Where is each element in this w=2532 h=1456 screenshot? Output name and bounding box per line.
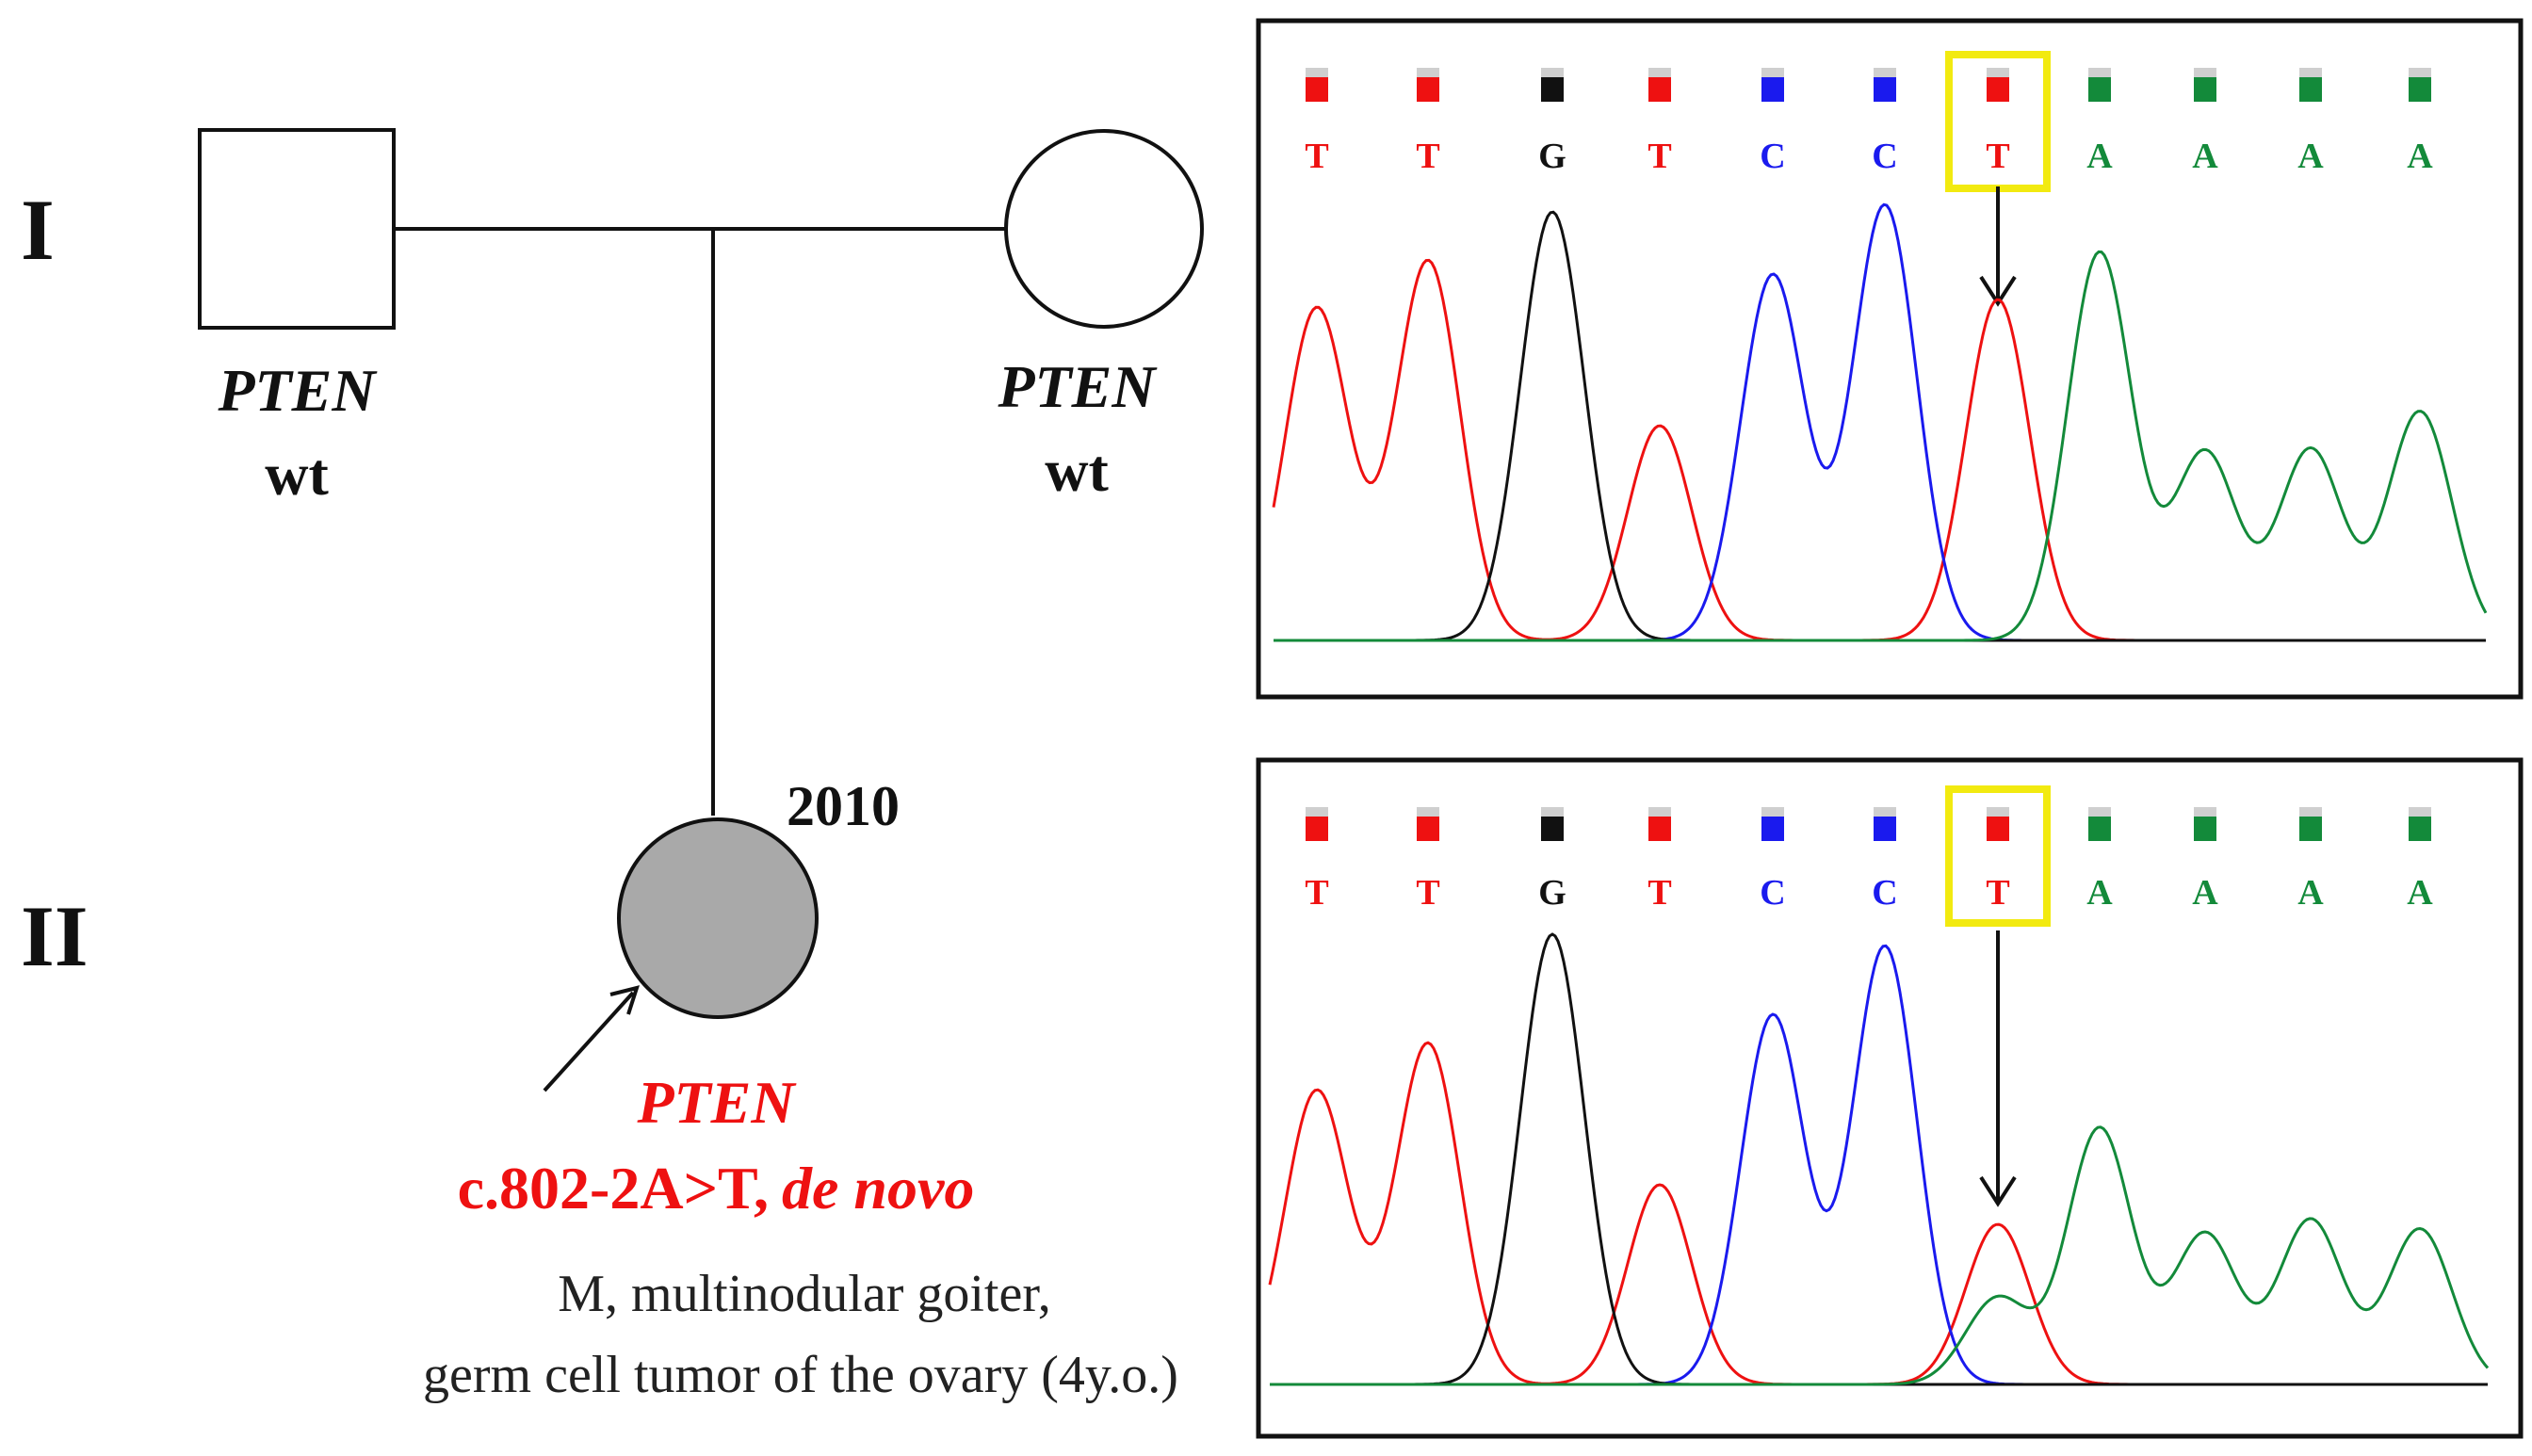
proband-arrow-line — [543, 991, 635, 1092]
quality-bar — [2088, 807, 2111, 817]
base-letter: C — [1872, 873, 1897, 913]
generation-label-II: II — [21, 888, 89, 984]
quality-bar — [1987, 807, 2009, 817]
quality-bar — [1987, 68, 2009, 77]
proband-inheritance: de novo — [782, 1155, 974, 1221]
proband-mutation-line: c.802-2A>T, de novo — [458, 1155, 975, 1221]
base-letter: G — [1538, 137, 1566, 176]
base-letter: A — [2407, 137, 2433, 176]
base-letter: T — [1416, 873, 1439, 913]
proband-gene: PTEN — [636, 1069, 797, 1136]
base-letter: C — [1872, 137, 1897, 176]
base-marker — [1306, 817, 1328, 841]
base-letter: T — [1647, 137, 1671, 176]
quality-bar — [2409, 68, 2431, 77]
quality-bar — [1417, 68, 1439, 77]
father-gene: PTEN — [217, 357, 378, 424]
chromatogram-frame — [1256, 757, 2524, 1439]
quality-bar — [2194, 68, 2216, 77]
base-marker — [2088, 817, 2111, 841]
generation-label-I: I — [21, 182, 55, 278]
base-letter: A — [2192, 137, 2218, 176]
proband-mutation: c.802-2A>T, — [458, 1155, 769, 1221]
trace-A — [1270, 1125, 2490, 1386]
mother-genotype: wt — [1045, 437, 1109, 504]
trace-lines — [1268, 932, 2490, 1386]
quality-bar — [1541, 68, 1564, 77]
quality-bar — [2299, 807, 2322, 817]
base-marker — [1541, 817, 1564, 841]
quality-bar — [1648, 807, 1671, 817]
base-letter: A — [2297, 137, 2324, 176]
base-letter: T — [1986, 137, 2009, 176]
base-marker — [2299, 817, 2322, 841]
quality-bar — [2409, 807, 2431, 817]
quality-bar — [1541, 807, 1564, 817]
base-letter: A — [2297, 873, 2324, 913]
base-marker — [2088, 77, 2111, 102]
base-letter: T — [1416, 137, 1439, 176]
quality-bar — [1761, 68, 1784, 77]
quality-bar — [1306, 807, 1328, 817]
base-marker — [1306, 77, 1328, 102]
base-marker — [1987, 817, 2009, 841]
base-marker — [2194, 77, 2216, 102]
base-letter: T — [1305, 137, 1328, 176]
base-letter: A — [2086, 137, 2113, 176]
father-genotype: wt — [265, 441, 329, 508]
base-marker — [1874, 817, 1896, 841]
quality-bar — [1761, 807, 1784, 817]
base-marker — [1987, 77, 2009, 102]
chromatogram-frame — [1256, 18, 2524, 700]
base-marker — [2409, 77, 2431, 102]
base-letter: T — [1647, 873, 1671, 913]
base-marker — [2299, 77, 2322, 102]
base-letter: T — [1305, 873, 1328, 913]
highlight-box — [1945, 785, 2051, 927]
arrow-down-icon — [1979, 1175, 2017, 1207]
proband-arrow-icon — [609, 985, 641, 1015]
base-letter: A — [2192, 873, 2218, 913]
quality-bar — [1874, 807, 1896, 817]
proband-phenotype-line2: germ cell tumor of the ovary (4y.o.) — [423, 1346, 1178, 1404]
base-letter: A — [2086, 873, 2113, 913]
mother-symbol — [1004, 129, 1204, 329]
trace-lines — [1272, 202, 2488, 642]
base-letter: A — [2407, 873, 2433, 913]
base-marker — [2194, 817, 2216, 841]
quality-bar — [1874, 68, 1896, 77]
proband-phenotype-line1: M, multinodular goiter, — [558, 1265, 1050, 1323]
quality-bar — [1306, 68, 1328, 77]
trace-A — [1274, 250, 2488, 642]
quality-bar — [2194, 807, 2216, 817]
base-marker — [1648, 77, 1671, 102]
base-marker — [1761, 77, 1784, 102]
quality-bar — [2088, 68, 2111, 77]
base-letter: C — [1760, 873, 1785, 913]
base-marker — [1761, 817, 1784, 841]
base-marker — [1417, 817, 1439, 841]
proband-birth-year: 2010 — [787, 775, 900, 837]
quality-bar — [1648, 68, 1671, 77]
base-marker — [1541, 77, 1564, 102]
quality-bar — [1417, 807, 1439, 817]
base-letter: G — [1538, 873, 1566, 913]
base-marker — [1648, 817, 1671, 841]
proband-symbol — [617, 817, 819, 1019]
base-letter: C — [1760, 137, 1785, 176]
base-marker — [1874, 77, 1896, 102]
arrow-down-icon — [1979, 275, 2017, 307]
base-letter: T — [1986, 873, 2009, 913]
base-marker — [2409, 817, 2431, 841]
father-symbol — [198, 128, 396, 330]
mother-gene: PTEN — [997, 353, 1158, 420]
quality-bar — [2299, 68, 2322, 77]
base-marker — [1417, 77, 1439, 102]
